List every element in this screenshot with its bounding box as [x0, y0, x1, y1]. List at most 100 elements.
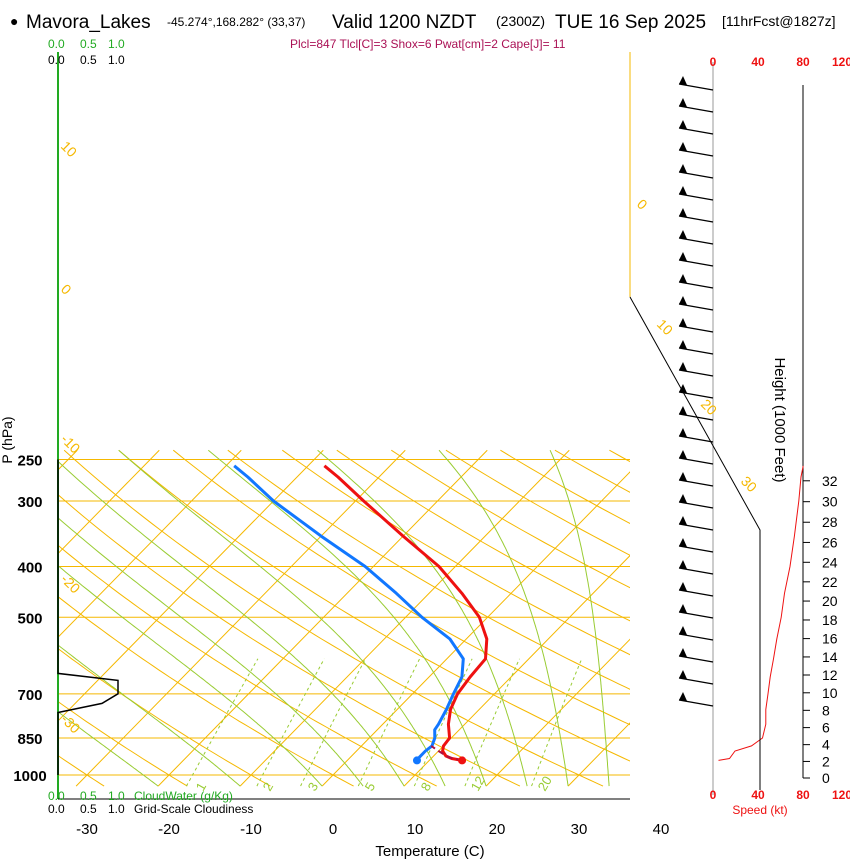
cloudiness-title: Grid-Scale Cloudiness	[134, 802, 253, 816]
dry-adiabat	[58, 494, 521, 787]
height-axis-title: Height (1000 Feet)	[771, 357, 788, 482]
wind-barb	[678, 303, 714, 311]
location-bullet: ●	[10, 13, 18, 29]
cloudiness-top-label: 0.0	[48, 53, 65, 67]
wind-barb	[678, 369, 714, 377]
wind-barb	[678, 435, 714, 443]
header-date: TUE 16 Sep 2025	[555, 12, 706, 33]
mixing-ratio-line	[357, 658, 421, 787]
header-utc: (2300Z)	[496, 13, 545, 29]
x-tick-label: 30	[571, 821, 588, 838]
height-tick-label: 18	[822, 612, 838, 628]
skewt-grid	[58, 449, 650, 787]
pressure-tick-label: 250	[17, 453, 42, 470]
speed-bottom-tick: 80	[796, 788, 810, 802]
mixing-ratio-line	[464, 658, 520, 787]
speed-top-tick: 120	[832, 55, 850, 69]
wind-barb	[678, 193, 714, 201]
isotherm-line	[485, 638, 630, 787]
dry-adiabat	[172, 449, 630, 726]
wind-barb	[678, 171, 714, 179]
x-tick-label: -20	[158, 821, 180, 838]
sounding-curves	[233, 464, 489, 765]
moist-adiabat	[118, 449, 446, 787]
isotherm-label: -10	[58, 431, 84, 457]
wind-barb-flag	[679, 274, 687, 283]
header-coords: -45.274°,168.282° (33,37)	[167, 15, 305, 29]
height-tick-label: 0	[822, 770, 830, 786]
cloudwater-bottom-label: 0.5	[80, 789, 97, 803]
cloudiness-bottom-label: 0.0	[48, 802, 65, 816]
wind-barb-flag	[679, 340, 687, 349]
surface-temp-marker	[458, 756, 467, 765]
isotherm-label: 0	[634, 196, 651, 213]
wind-barb-flag	[679, 538, 687, 547]
cloudiness-bottom-label: 0.5	[80, 802, 97, 816]
wind-barb-flag	[679, 582, 687, 591]
dry-adiabat	[118, 449, 630, 762]
isotherm-label: 10	[654, 316, 676, 338]
height-tick-label: 12	[822, 667, 838, 683]
wind-barb	[678, 281, 714, 289]
pressure-tick-label: 300	[17, 494, 42, 511]
wind-barb-flag	[679, 516, 687, 525]
height-tick-label: 26	[822, 534, 838, 550]
wind-barb-flag	[679, 428, 687, 437]
parcel-curve	[430, 745, 463, 762]
mixing-ratio-line	[300, 658, 366, 787]
mixing-ratio-line	[531, 658, 583, 787]
cloudwater-top-label: 1.0	[108, 37, 125, 51]
isotherm-line	[157, 449, 488, 787]
speed-bottom-tick: 40	[751, 788, 765, 802]
height-tick-label: 2	[822, 753, 830, 769]
header-location: Mavora_Lakes	[26, 12, 151, 33]
wind-barb	[678, 655, 714, 663]
wind-barb	[678, 347, 714, 355]
dry-adiabat	[58, 700, 188, 787]
moist-adiabat	[58, 711, 159, 787]
height-tick-label: 6	[822, 720, 830, 736]
cloudwater-top-label: 0.0	[48, 37, 65, 51]
wind-barb-flag	[679, 472, 687, 481]
wind-barb-flag	[679, 296, 687, 305]
cloudiness-bottom-label: 1.0	[108, 802, 125, 816]
height-tick-label: 24	[822, 554, 838, 570]
dry-adiabat	[445, 449, 630, 556]
wind-barb-flag	[679, 230, 687, 239]
dry-adiabat	[58, 595, 354, 787]
wind-barb	[678, 677, 714, 685]
moist-adiabat	[207, 449, 487, 787]
height-tick-label: 20	[822, 593, 838, 609]
wind-barb	[678, 413, 714, 421]
cloudiness-top-label: 1.0	[108, 53, 125, 67]
isotherm-line	[75, 449, 406, 787]
isotherm-line	[239, 449, 570, 787]
mixing-ratio-label: 12	[468, 773, 488, 793]
cloudiness-profile	[57, 459, 119, 775]
speed-top-tick: 0	[710, 55, 717, 69]
chart-overlay	[57, 52, 810, 800]
wind-barb-flag	[679, 362, 687, 371]
isotherm-line	[567, 722, 630, 787]
wind-barb-flag	[679, 648, 687, 657]
wind-barb	[678, 83, 714, 91]
height-tick-label: 22	[822, 574, 838, 590]
x-tick-label: -30	[76, 821, 98, 838]
moist-adiabat	[549, 449, 610, 787]
wind-barb-flag	[679, 164, 687, 173]
x-tick-label: 0	[329, 821, 337, 838]
header-indices: Plcl=847 Tlcl[C]=3 Shox=6 Pwat[cm]=2 Cap…	[290, 37, 566, 51]
pressure-tick-label: 1000	[13, 768, 46, 785]
wind-barb-flag	[679, 98, 687, 107]
wind-barb	[678, 105, 714, 113]
speed-axis-title: Speed (kt)	[732, 803, 787, 817]
height-tick-label: 30	[822, 494, 838, 510]
moist-adiabat	[639, 450, 650, 786]
wind-barb	[678, 149, 714, 157]
isotherm-label: -20	[58, 571, 84, 597]
header-valid: Valid 1200 NZDT	[332, 12, 477, 33]
wind-barb-flag	[679, 450, 687, 459]
dry-adiabat	[63, 449, 604, 787]
isotherm-line	[58, 449, 324, 722]
